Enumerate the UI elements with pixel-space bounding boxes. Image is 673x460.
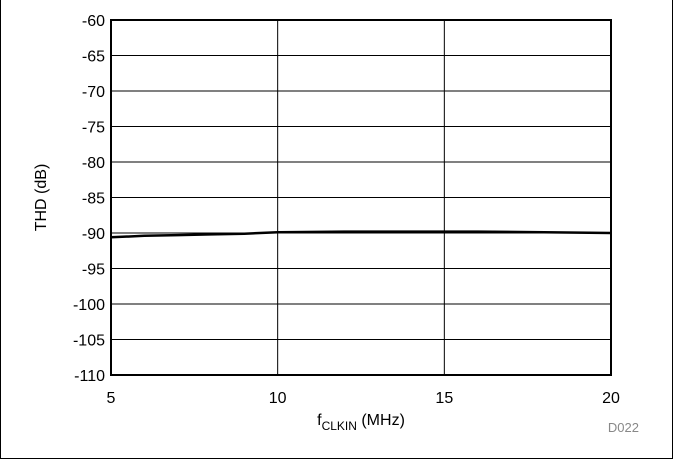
x-tick-label: 5 [107, 390, 116, 407]
x-tick-labels: 5 10 15 20 [107, 390, 620, 407]
y-tick-label: -65 [82, 49, 105, 66]
series-lines [110, 230, 612, 239]
y-tick-label: -95 [82, 262, 105, 279]
x-axis-title-subscript: CLKIN [322, 419, 357, 433]
grid-lines [111, 20, 611, 375]
x-tick-label: 20 [602, 390, 620, 407]
figure-id: D022 [607, 420, 639, 435]
y-tick-label: -85 [82, 191, 105, 208]
x-tick-label: 15 [435, 390, 453, 407]
plot-area [110, 19, 612, 376]
y-tick-label: -75 [82, 120, 105, 137]
x-tick-label: 10 [269, 390, 287, 407]
y-tick-labels: -60 -65 -70 -75 -80 -85 -90 -95 -100 -105 -110 [73, 13, 105, 385]
y-tick-label: -60 [82, 13, 105, 30]
x-axis-title: fCLKIN (MHz) [317, 412, 405, 433]
y-tick-label: -100 [73, 297, 105, 314]
y-axis-title: THD (dB) [33, 164, 50, 232]
x-axis-title-unit: (MHz) [357, 412, 405, 429]
series-line-1 [110, 230, 612, 239]
y-tick-label: -80 [82, 155, 105, 172]
x-axis-title-main: f [317, 412, 322, 429]
y-tick-label: -110 [74, 368, 105, 385]
y-tick-label: -70 [82, 84, 105, 101]
y-tick-label: -90 [82, 226, 105, 243]
y-tick-label: -105 [73, 333, 105, 350]
